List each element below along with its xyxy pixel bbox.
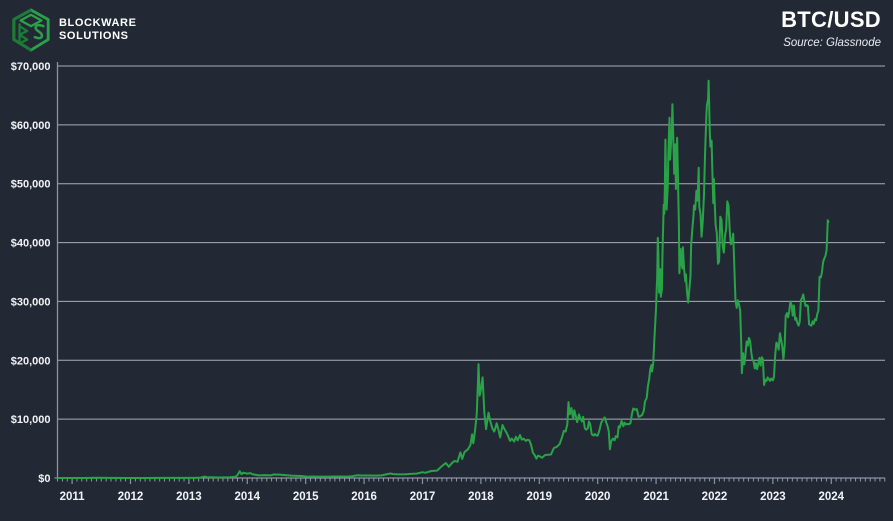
title-block: BTC/USD Source: Glassnode bbox=[781, 7, 883, 49]
y-axis-label: $60,000 bbox=[11, 120, 51, 132]
y-axis-label: $40,000 bbox=[11, 238, 51, 250]
brand-name: BLOCKWARE SOLUTIONS bbox=[59, 17, 137, 43]
x-axis-label: 2017 bbox=[410, 491, 436, 503]
y-axis-label: $10,000 bbox=[11, 414, 51, 426]
y-axis-label: $50,000 bbox=[11, 179, 51, 191]
x-axis-label: 2022 bbox=[702, 491, 728, 503]
chart-source: Source: Glassnode bbox=[783, 37, 881, 49]
x-axis-label: 2023 bbox=[760, 491, 786, 503]
x-axis-label: 2011 bbox=[60, 491, 86, 503]
chart-title: BTC/USD bbox=[781, 7, 881, 32]
y-axis-label: $20,000 bbox=[11, 355, 51, 367]
x-axis-label: 2014 bbox=[234, 491, 260, 503]
y-axis-label: $30,000 bbox=[11, 296, 51, 308]
header: BLOCKWARE SOLUTIONS BTC/USD Source: Glas… bbox=[0, 0, 893, 58]
x-axis-label: 2021 bbox=[643, 491, 669, 503]
x-axis-label: 2018 bbox=[468, 491, 494, 503]
x-axis-label: 2019 bbox=[526, 491, 552, 503]
price-line bbox=[57, 79, 830, 479]
brand-name-line2: SOLUTIONS bbox=[59, 30, 129, 42]
brand-logo: BLOCKWARE SOLUTIONS bbox=[10, 7, 137, 53]
y-axis-label: $0 bbox=[38, 473, 50, 485]
y-axis-label: $70,000 bbox=[11, 61, 51, 73]
x-axis-label: 2015 bbox=[293, 491, 319, 503]
x-axis-label: 2016 bbox=[351, 491, 377, 503]
brand-name-line1: BLOCKWARE bbox=[59, 17, 137, 30]
x-axis-label: 2012 bbox=[118, 491, 144, 503]
x-axis-label: 2024 bbox=[818, 491, 844, 503]
x-axis-label: 2013 bbox=[176, 491, 202, 503]
blockware-cube-icon bbox=[12, 8, 50, 52]
x-axis-label: 2020 bbox=[585, 491, 611, 503]
